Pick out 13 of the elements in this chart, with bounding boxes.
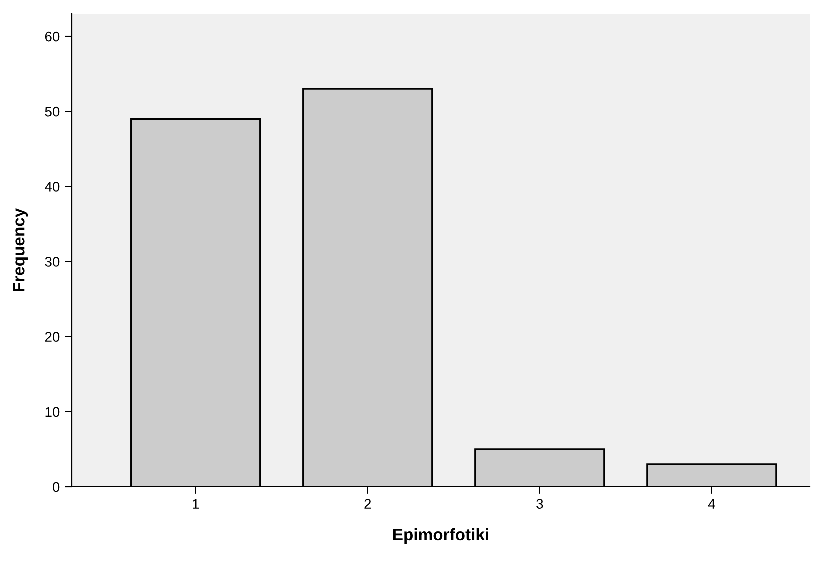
y-tick-label: 20 [45,332,60,342]
y-tick-label: 10 [46,407,60,418]
x-tick-label: 2 [364,499,372,509]
y-tick-label: 60 [45,32,60,42]
y-tick-label: 50 [45,106,60,117]
y-tick-label: 40 [45,182,60,192]
x-tick-label: 1 [193,499,200,509]
x-axis-title: Epimorfotiki [394,528,488,544]
y-tick-label: 30 [45,257,60,267]
x-tick-label: 4 [708,499,716,509]
y-axis-title: Frequency [13,208,28,292]
y-tick-label: 0 [53,482,60,492]
x-tick-label: 3 [536,499,544,510]
